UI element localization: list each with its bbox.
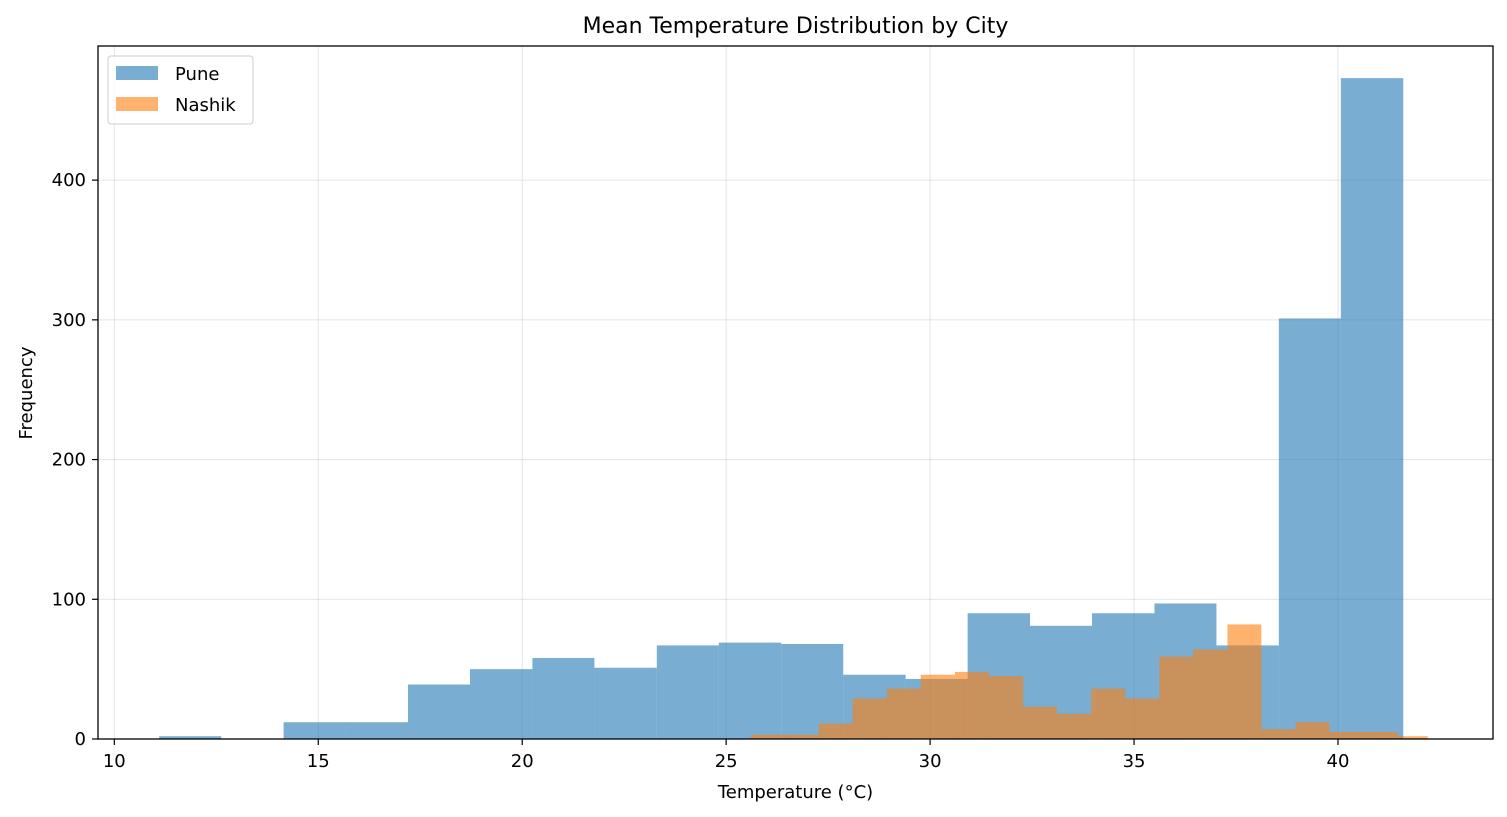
y-tick-label: 0 [75, 729, 86, 750]
histogram-bar-pune [470, 669, 533, 739]
axes-frame [97, 45, 1494, 740]
legend-swatch-pune [116, 66, 158, 80]
histogram-bar-pune [408, 684, 470, 739]
histogram-bar-nashik [1159, 656, 1194, 739]
histogram-bar-nashik [1125, 698, 1160, 739]
histogram-bar-nashik [1397, 736, 1428, 739]
histogram-bar-nashik [1227, 624, 1262, 739]
histogram-bar-pune [159, 736, 222, 739]
histogram-bar-pune [345, 722, 408, 739]
histogram-bar-nashik [1023, 706, 1057, 739]
histogram-bar-nashik [852, 698, 887, 739]
x-tick-label: 30 [919, 751, 942, 772]
plot-area [98, 46, 1493, 739]
y-tick-label: 400 [52, 170, 86, 191]
legend-label-nashik: Nashik [175, 95, 236, 116]
histogram-bar-nashik [988, 676, 1024, 739]
histogram-bar-nashik [954, 671, 989, 739]
x-tick-label: 10 [103, 751, 126, 772]
histogram-bars [159, 78, 1428, 740]
histogram-bar-nashik [1295, 722, 1330, 739]
histogram-bar-nashik [750, 734, 785, 739]
histogram-bar-nashik [784, 734, 819, 739]
histogram-bar-pune [532, 657, 595, 739]
histogram-bar-pune [594, 667, 657, 739]
y-tick-label: 200 [52, 450, 86, 471]
x-tick-label: 20 [511, 751, 534, 772]
histogram-bar-pune [718, 642, 782, 739]
histogram-bar-pune [283, 722, 346, 739]
histogram-bar-pune [1340, 78, 1404, 740]
histogram-bar-nashik [818, 723, 853, 739]
x-axis-title: Temperature (°C) [717, 782, 873, 803]
histogram-bar-nashik [1329, 732, 1364, 739]
y-tick-label: 300 [52, 310, 86, 331]
legend: Pune Nashik [107, 55, 254, 125]
histogram-bar-nashik [1363, 732, 1398, 739]
histogram-bar-pune [781, 643, 844, 739]
x-tick-label: 35 [1123, 751, 1146, 772]
histogram-bar-nashik [920, 674, 955, 739]
histogram-bar-nashik [1261, 729, 1296, 739]
histogram-bar-pune [656, 645, 719, 739]
histogram-bar-nashik [1056, 713, 1092, 739]
histogram-bar-nashik [1193, 649, 1228, 739]
histogram-bar-pune [1278, 318, 1341, 739]
x-tick-label: 40 [1327, 751, 1350, 772]
legend-label-pune: Pune [175, 64, 219, 85]
y-axis-title: Frequency [16, 346, 37, 439]
x-tick-label: 15 [307, 751, 330, 772]
x-tick-label: 25 [715, 751, 738, 772]
histogram-bar-nashik [1091, 688, 1126, 739]
y-tick-label: 100 [52, 589, 86, 610]
histogram-bar-nashik [886, 688, 921, 739]
chart-title: Mean Temperature Distribution by City [583, 14, 1009, 39]
legend-swatch-nashik [116, 97, 158, 111]
